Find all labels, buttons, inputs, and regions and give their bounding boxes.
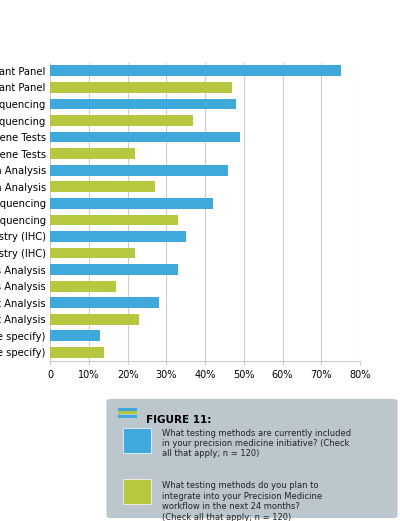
- Text: FIGURE 11:: FIGURE 11:: [146, 415, 211, 425]
- Bar: [118, 415, 137, 418]
- Bar: [50, 115, 193, 126]
- Bar: [50, 330, 100, 341]
- Text: What testing methods are currently included
in your precision medicine initiativ: What testing methods are currently inclu…: [162, 429, 352, 458]
- Bar: [50, 165, 228, 176]
- Bar: [118, 408, 137, 411]
- Bar: [50, 264, 178, 275]
- Bar: [50, 314, 139, 325]
- Bar: [50, 148, 135, 159]
- Bar: [118, 412, 137, 414]
- Bar: [50, 215, 178, 225]
- Bar: [123, 479, 151, 504]
- Bar: [50, 297, 158, 308]
- Bar: [50, 347, 104, 358]
- Bar: [50, 132, 240, 142]
- Text: What testing methods do you plan to
integrate into your Precision Medicine
workf: What testing methods do you plan to inte…: [162, 481, 322, 521]
- Bar: [50, 98, 236, 109]
- Bar: [50, 281, 116, 292]
- Bar: [50, 247, 135, 258]
- Bar: [50, 82, 232, 93]
- Bar: [50, 231, 186, 242]
- Bar: [50, 66, 341, 76]
- Bar: [50, 181, 155, 192]
- Bar: [123, 428, 151, 453]
- Bar: [50, 198, 213, 209]
- FancyBboxPatch shape: [106, 399, 398, 518]
